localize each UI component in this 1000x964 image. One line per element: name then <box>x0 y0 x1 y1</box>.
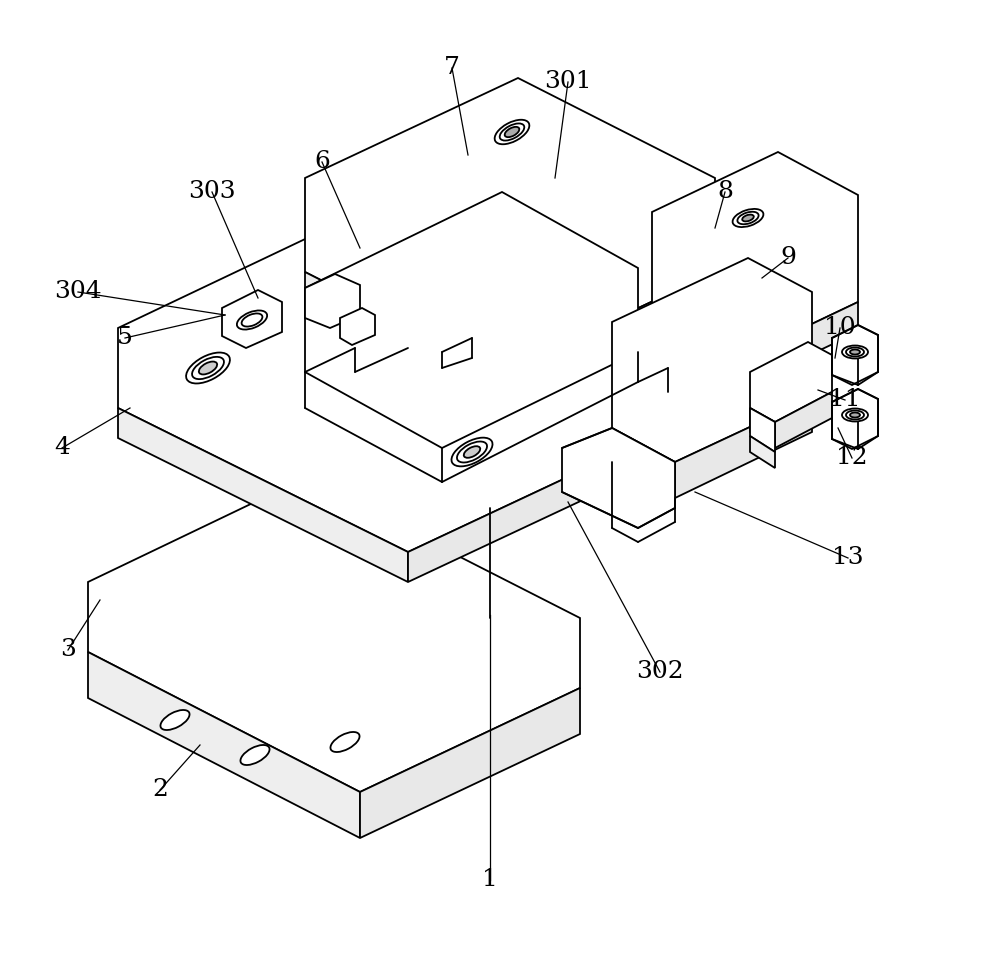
Ellipse shape <box>457 442 487 463</box>
Text: 11: 11 <box>829 388 861 412</box>
Polygon shape <box>612 428 675 498</box>
Ellipse shape <box>846 347 864 357</box>
Polygon shape <box>305 272 502 408</box>
Polygon shape <box>562 428 675 528</box>
Polygon shape <box>118 182 715 552</box>
Text: 6: 6 <box>314 150 330 174</box>
Polygon shape <box>305 192 638 448</box>
Polygon shape <box>88 652 360 838</box>
Text: 8: 8 <box>717 180 733 203</box>
Ellipse shape <box>495 120 529 145</box>
Polygon shape <box>502 272 715 408</box>
Text: 3: 3 <box>60 638 76 661</box>
Text: 304: 304 <box>54 281 102 304</box>
Polygon shape <box>775 392 832 448</box>
Text: 301: 301 <box>544 70 592 94</box>
Ellipse shape <box>240 745 270 765</box>
Ellipse shape <box>186 353 230 384</box>
Text: 10: 10 <box>824 316 856 339</box>
Polygon shape <box>652 152 858 362</box>
Ellipse shape <box>451 438 493 467</box>
Text: 5: 5 <box>117 327 133 350</box>
Ellipse shape <box>199 362 217 374</box>
Ellipse shape <box>500 123 524 141</box>
Ellipse shape <box>237 310 267 330</box>
Polygon shape <box>675 398 812 498</box>
Ellipse shape <box>733 209 763 228</box>
Ellipse shape <box>846 411 864 419</box>
Polygon shape <box>732 302 858 392</box>
Ellipse shape <box>842 409 868 421</box>
Text: 1: 1 <box>482 869 498 892</box>
Text: 303: 303 <box>188 180 236 203</box>
Polygon shape <box>652 318 732 392</box>
Polygon shape <box>222 290 282 348</box>
Polygon shape <box>750 408 775 452</box>
Ellipse shape <box>850 413 860 417</box>
Polygon shape <box>305 78 715 372</box>
Text: 2: 2 <box>152 779 168 801</box>
Text: 12: 12 <box>836 446 868 469</box>
Polygon shape <box>360 688 580 838</box>
Ellipse shape <box>160 710 190 730</box>
Text: 9: 9 <box>780 247 796 270</box>
Polygon shape <box>305 274 360 328</box>
Polygon shape <box>340 308 375 345</box>
Polygon shape <box>118 408 408 582</box>
Text: 13: 13 <box>832 547 864 570</box>
Polygon shape <box>88 478 580 792</box>
Polygon shape <box>832 325 878 385</box>
Polygon shape <box>750 342 832 422</box>
Polygon shape <box>408 408 715 582</box>
Ellipse shape <box>192 357 224 379</box>
Text: 7: 7 <box>444 57 460 79</box>
Ellipse shape <box>464 446 480 458</box>
Text: 4: 4 <box>54 437 70 460</box>
Ellipse shape <box>330 732 360 752</box>
Polygon shape <box>750 408 775 448</box>
Polygon shape <box>832 389 878 449</box>
Ellipse shape <box>850 350 860 355</box>
Ellipse shape <box>737 212 759 225</box>
Ellipse shape <box>242 313 262 327</box>
Ellipse shape <box>742 215 754 222</box>
Polygon shape <box>750 436 775 468</box>
Polygon shape <box>612 258 812 462</box>
Text: 302: 302 <box>636 660 684 683</box>
Ellipse shape <box>505 127 519 137</box>
Ellipse shape <box>842 345 868 359</box>
